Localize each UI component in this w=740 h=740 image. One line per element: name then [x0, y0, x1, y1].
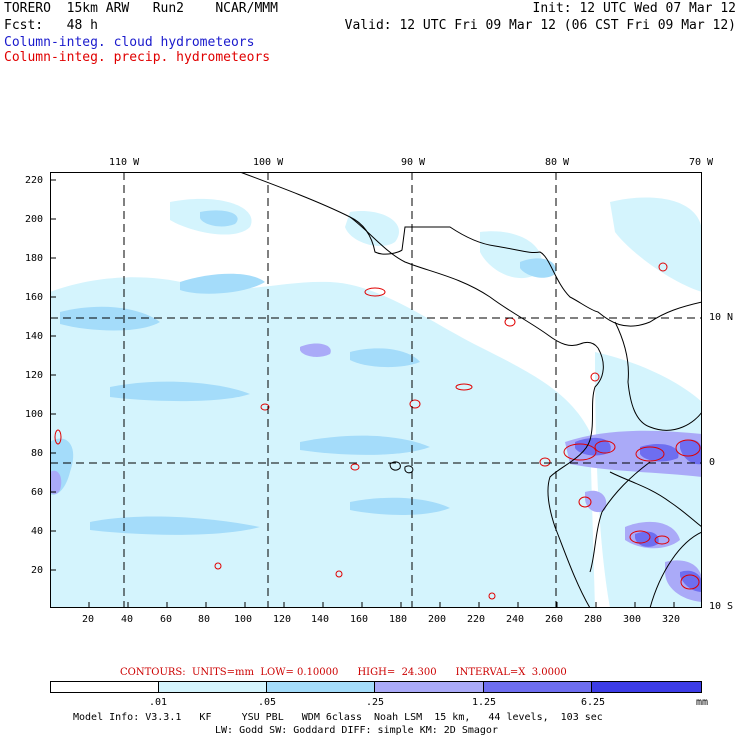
- contours-info: CONTOURS: UNITS=mm LOW= 0.10000 HIGH= 24…: [120, 667, 567, 678]
- header-run-info: TORERO 15km ARW Run2 NCAR/MMM: [4, 1, 278, 16]
- grid-lines: [50, 172, 702, 608]
- cloud-field-medium: [50, 210, 556, 535]
- lon-label-110w: 110 W: [109, 157, 140, 168]
- y-tick-label: 20: [31, 565, 44, 576]
- colorbar-label: .25: [365, 697, 385, 708]
- x-tick-label: 140: [311, 614, 330, 625]
- colorbar-segment: [592, 682, 702, 692]
- colorbar-segment: [51, 682, 159, 692]
- x-tick-label: 320: [662, 614, 681, 625]
- lat-label-10s: 10 S: [709, 601, 734, 612]
- colorbar-label: 1.25: [471, 697, 497, 708]
- field-cloud-hydrometeors: Column-integ. cloud hydrometeors: [4, 35, 255, 50]
- colorbar-segment: [375, 682, 484, 692]
- lon-label-70w: 70 W: [689, 157, 714, 168]
- x-tick-label: 80: [198, 614, 211, 625]
- x-tick-label: 20: [82, 614, 95, 625]
- x-tick-label: 260: [545, 614, 564, 625]
- colorbar-segment: [267, 682, 376, 692]
- x-tick-label: 100: [234, 614, 253, 625]
- y-tick-label: 40: [31, 526, 44, 537]
- x-tick-label: 180: [389, 614, 408, 625]
- precip-contours: [54, 262, 701, 600]
- colorbar-label: .05: [257, 697, 277, 708]
- colorbar-units: mm: [695, 697, 709, 708]
- x-tick-label: 280: [584, 614, 603, 625]
- lat-label-10n: 10 N: [709, 312, 734, 323]
- x-tick-label: 240: [506, 614, 525, 625]
- y-tick-label: 120: [25, 370, 44, 381]
- model-info-line2: LW: Godd SW: Goddard DIFF: simple KM: 2D…: [215, 725, 498, 736]
- y-tick-label: 60: [31, 487, 44, 498]
- x-tick-label: 60: [160, 614, 173, 625]
- lon-label-80w: 80 W: [545, 157, 570, 168]
- x-tick-label: 200: [428, 614, 447, 625]
- x-tick-label: 120: [273, 614, 292, 625]
- y-tick-label: 140: [25, 331, 44, 342]
- y-tick-label: 220: [25, 175, 44, 186]
- lat-label-0: 0: [709, 457, 716, 468]
- colorbar-label: .01: [148, 697, 168, 708]
- header-valid-time: Valid: 12 UTC Fri 09 Mar 12 (06 CST Fri …: [344, 18, 736, 33]
- y-tick-label: 200: [25, 214, 44, 225]
- lon-label-100w: 100 W: [253, 157, 284, 168]
- x-tick-label: 40: [121, 614, 134, 625]
- map-plot: [50, 172, 702, 608]
- colorbar-label: 6.25: [580, 697, 606, 708]
- x-tick-label: 300: [623, 614, 642, 625]
- lon-label-90w: 90 W: [401, 157, 426, 168]
- colorbar-segment: [158, 682, 268, 692]
- header-init-time: Init: 12 UTC Wed 07 Mar 12: [532, 1, 737, 16]
- model-info-line1: Model Info: V3.3.1 KF YSU PBL WDM 6class…: [73, 712, 603, 723]
- x-tick-label: 220: [467, 614, 486, 625]
- cloud-field-core: [575, 437, 702, 592]
- y-tick-label: 160: [25, 292, 44, 303]
- header-forecast-hour: Fcst: 48 h: [4, 18, 98, 33]
- field-precip-hydrometeors: Column-integ. precip. hydrometeors: [4, 50, 271, 65]
- y-tick-label: 180: [25, 253, 44, 264]
- y-tick-label: 100: [25, 409, 44, 420]
- colorbar-segment: [483, 682, 593, 692]
- y-tick-label: 80: [31, 448, 44, 459]
- axis-ticks: [50, 179, 675, 608]
- x-tick-label: 160: [350, 614, 369, 625]
- colorbar: [50, 681, 702, 693]
